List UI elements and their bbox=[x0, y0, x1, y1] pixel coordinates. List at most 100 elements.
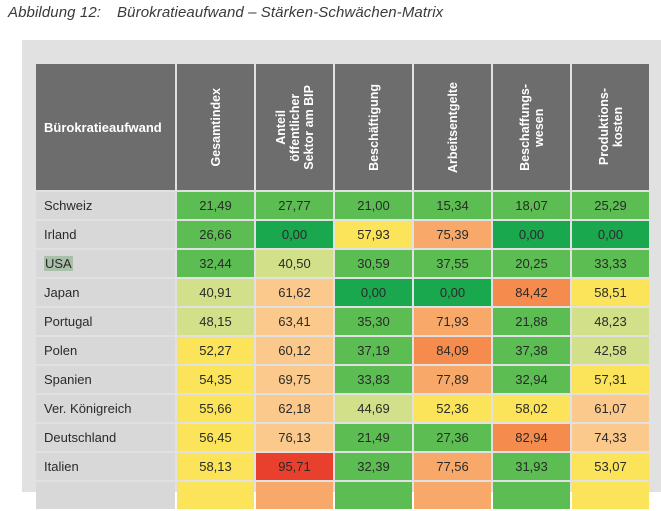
column-header-label: Arbeitsentgelte bbox=[445, 81, 460, 173]
column-header-label: Beschäftigung bbox=[366, 83, 381, 171]
value-cell: 75,39 bbox=[414, 221, 491, 248]
value-cell: 44,69 bbox=[335, 395, 412, 422]
value-cell: 42,58 bbox=[572, 337, 649, 364]
table-row: Spanien 54,35 69,75 33,83 77,89 32,94 57,31 bbox=[36, 366, 649, 393]
value-cell: 0,00 bbox=[493, 221, 570, 248]
figure-title: Bürokratieaufwand – Stärken-Schwächen-Ma… bbox=[117, 4, 444, 21]
value-cell: 60,12 bbox=[256, 337, 333, 364]
value-cell: 32,44 bbox=[177, 250, 254, 277]
country-name: Portugal bbox=[44, 314, 93, 329]
value-cell: 30,59 bbox=[335, 250, 412, 277]
value-cell: 0,00 bbox=[572, 221, 649, 248]
country-cell: USA bbox=[36, 250, 175, 277]
value-cell: 0,00 bbox=[256, 221, 333, 248]
value-cell: 25,29 bbox=[572, 192, 649, 219]
country-cell bbox=[36, 482, 175, 509]
header-row: Bürokratieaufwand Gesamtindex Anteil öff… bbox=[36, 64, 649, 190]
country-cell: Schweiz bbox=[36, 192, 175, 219]
value-cell: 37,19 bbox=[335, 337, 412, 364]
value-cell: 62,18 bbox=[256, 395, 333, 422]
value-cell: 37,55 bbox=[414, 250, 491, 277]
column-header-label: Beschaffungs- wesen bbox=[517, 83, 546, 171]
value-cell: 84,09 bbox=[414, 337, 491, 364]
figure-caption: Abbildung 12: Bürokratieaufwand – Stärken… bbox=[8, 4, 443, 21]
country-cell: Japan bbox=[36, 279, 175, 306]
value-cell: 21,49 bbox=[335, 424, 412, 451]
value-cell bbox=[414, 482, 491, 509]
value-cell: 53,07 bbox=[572, 453, 649, 480]
value-cell: 58,02 bbox=[493, 395, 570, 422]
value-cell: 77,89 bbox=[414, 366, 491, 393]
value-cell: 69,75 bbox=[256, 366, 333, 393]
value-cell: 95,71 bbox=[256, 453, 333, 480]
country-name: Italien bbox=[44, 459, 79, 474]
value-cell: 37,38 bbox=[493, 337, 570, 364]
value-cell: 35,30 bbox=[335, 308, 412, 335]
column-header: Gesamtindex bbox=[177, 64, 254, 190]
column-header-label: Gesamtindex bbox=[208, 87, 223, 167]
value-cell: 33,83 bbox=[335, 366, 412, 393]
table-row: Japan 40,91 61,62 0,00 0,00 84,42 58,51 bbox=[36, 279, 649, 306]
value-cell: 15,34 bbox=[414, 192, 491, 219]
column-header: Arbeitsentgelte bbox=[414, 64, 491, 190]
value-cell: 52,36 bbox=[414, 395, 491, 422]
table-row-partial bbox=[36, 482, 649, 509]
table-row: Portugal 48,15 63,41 35,30 71,93 21,88 48,23 bbox=[36, 308, 649, 335]
value-cell: 21,49 bbox=[177, 192, 254, 219]
country-cell: Irland bbox=[36, 221, 175, 248]
value-cell: 61,62 bbox=[256, 279, 333, 306]
value-cell: 21,00 bbox=[335, 192, 412, 219]
value-cell: 61,07 bbox=[572, 395, 649, 422]
value-cell: 18,07 bbox=[493, 192, 570, 219]
country-name: Irland bbox=[44, 227, 77, 242]
country-cell: Polen bbox=[36, 337, 175, 364]
value-cell: 40,50 bbox=[256, 250, 333, 277]
column-header: Beschaffungs- wesen bbox=[493, 64, 570, 190]
value-cell: 54,35 bbox=[177, 366, 254, 393]
country-cell: Deutschland bbox=[36, 424, 175, 451]
value-cell: 76,13 bbox=[256, 424, 333, 451]
matrix-body: Schweiz 21,49 27,77 21,00 15,34 18,07 25,29 Irl… bbox=[36, 192, 649, 509]
value-cell: 52,27 bbox=[177, 337, 254, 364]
value-cell: 0,00 bbox=[335, 279, 412, 306]
row-header: Bürokratieaufwand bbox=[36, 64, 175, 190]
strengths-weaknesses-matrix: Bürokratieaufwand Gesamtindex Anteil öff… bbox=[34, 62, 651, 511]
country-name: Spanien bbox=[44, 372, 92, 387]
value-cell: 27,77 bbox=[256, 192, 333, 219]
column-header: Beschäftigung bbox=[335, 64, 412, 190]
column-header: Produktions- kosten bbox=[572, 64, 649, 190]
table-row: Deutschland 56,45 76,13 21,49 27,36 82,94 74,3… bbox=[36, 424, 649, 451]
value-cell: 26,66 bbox=[177, 221, 254, 248]
table-row: Irland 26,66 0,00 57,93 75,39 0,00 0,00 bbox=[36, 221, 649, 248]
value-cell: 63,41 bbox=[256, 308, 333, 335]
value-cell: 20,25 bbox=[493, 250, 570, 277]
value-cell: 0,00 bbox=[414, 279, 491, 306]
column-header-label: Produktions- kosten bbox=[596, 88, 625, 166]
column-header: Anteil öffentlicher Sektor am BIP bbox=[256, 64, 333, 190]
value-cell bbox=[177, 482, 254, 509]
value-cell: 58,51 bbox=[572, 279, 649, 306]
country-cell: Italien bbox=[36, 453, 175, 480]
table-row: USA 32,44 40,50 30,59 37,55 20,25 33,33 bbox=[36, 250, 649, 277]
value-cell: 84,42 bbox=[493, 279, 570, 306]
table-row: Italien 58,13 95,71 32,39 77,56 31,93 53,07 bbox=[36, 453, 649, 480]
value-cell: 48,15 bbox=[177, 308, 254, 335]
country-cell: Portugal bbox=[36, 308, 175, 335]
table-row: Schweiz 21,49 27,77 21,00 15,34 18,07 25,29 bbox=[36, 192, 649, 219]
value-cell: 33,33 bbox=[572, 250, 649, 277]
value-cell: 77,56 bbox=[414, 453, 491, 480]
value-cell: 32,39 bbox=[335, 453, 412, 480]
country-name: Polen bbox=[44, 343, 78, 358]
value-cell: 31,93 bbox=[493, 453, 570, 480]
value-cell: 32,94 bbox=[493, 366, 570, 393]
value-cell bbox=[256, 482, 333, 509]
value-cell: 56,45 bbox=[177, 424, 254, 451]
value-cell bbox=[572, 482, 649, 509]
value-cell bbox=[335, 482, 412, 509]
country-name: USA bbox=[44, 256, 73, 271]
country-cell: Ver. Königreich bbox=[36, 395, 175, 422]
value-cell: 57,31 bbox=[572, 366, 649, 393]
country-name: Ver. Königreich bbox=[44, 401, 132, 416]
country-name: Japan bbox=[44, 285, 80, 300]
value-cell: 82,94 bbox=[493, 424, 570, 451]
